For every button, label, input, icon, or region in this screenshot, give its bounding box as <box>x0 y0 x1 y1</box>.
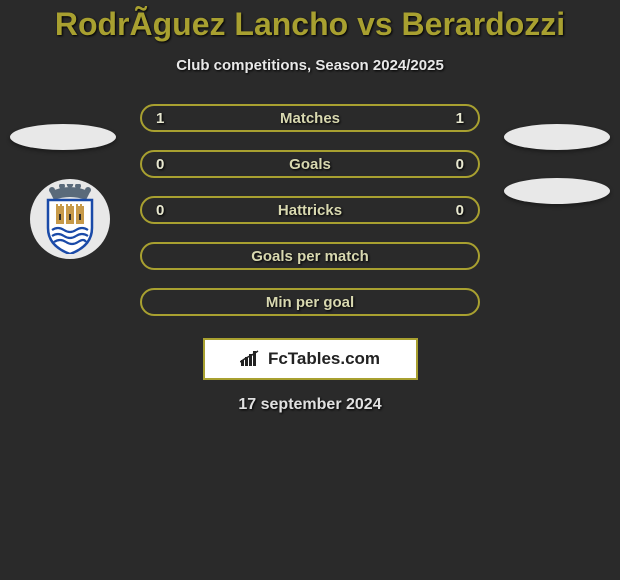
club-crest <box>30 179 110 259</box>
stat-label: Min per goal <box>266 294 354 311</box>
stat-right-value: 1 <box>456 110 464 127</box>
stat-left-value: 0 <box>156 202 164 219</box>
brand-box[interactable]: FcTables.com <box>203 338 418 380</box>
page-subtitle: Club competitions, Season 2024/2025 <box>0 57 620 74</box>
stat-label: Goals per match <box>251 248 369 265</box>
date-text: 17 september 2024 <box>0 396 620 414</box>
brand-text: FcTables.com <box>268 349 380 369</box>
stat-row-goals: 0 Goals 0 <box>140 150 480 178</box>
player-slot-right-2 <box>504 178 610 204</box>
stat-row-goals-per-match: Goals per match <box>140 242 480 270</box>
stat-left-value: 0 <box>156 156 164 173</box>
stat-row-matches: 1 Matches 1 <box>140 104 480 132</box>
player-slot-right-1 <box>504 124 610 150</box>
stat-row-hattricks: 0 Hattricks 0 <box>140 196 480 224</box>
stat-right-value: 0 <box>456 156 464 173</box>
stat-label: Matches <box>280 110 340 127</box>
player-slot-left <box>10 124 116 150</box>
stat-row-min-per-goal: Min per goal <box>140 288 480 316</box>
club-crest-icon <box>42 184 98 254</box>
stat-label: Hattricks <box>278 202 342 219</box>
comparison-card: RodrÃ­guez Lancho vs Berardozzi Club com… <box>0 0 620 580</box>
page-title: RodrÃ­guez Lancho vs Berardozzi <box>0 0 620 43</box>
stat-left-value: 1 <box>156 110 164 127</box>
stat-right-value: 0 <box>456 202 464 219</box>
bar-chart-icon <box>240 350 262 368</box>
stat-label: Goals <box>289 156 331 173</box>
